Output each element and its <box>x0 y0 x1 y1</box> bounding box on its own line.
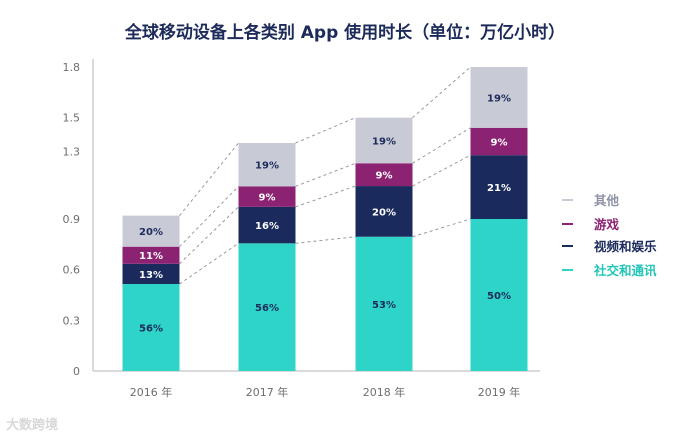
bar-segment <box>122 246 180 264</box>
x-tick-label: 2016 年 <box>130 385 173 399</box>
y-tick-label: 0 <box>73 365 80 378</box>
data-label: 19% <box>372 136 396 147</box>
connector-line <box>295 117 356 144</box>
data-label: 9% <box>259 193 276 204</box>
bar-segment <box>470 219 528 371</box>
connector-line <box>412 127 471 164</box>
chart-title: 全球移动设备上各类别 App 使用时长（单位：万亿小时） <box>124 23 566 43</box>
bar-segment <box>355 236 413 371</box>
y-tick-label: 0.3 <box>63 314 81 327</box>
legend-label: 视频和娱乐 <box>594 239 657 254</box>
x-tick-label: 2018 年 <box>363 385 406 399</box>
bar-segment <box>238 243 296 371</box>
bar-segment <box>238 186 296 207</box>
connector-line <box>412 154 471 187</box>
connector-line <box>179 206 239 265</box>
bar-segment <box>238 143 296 187</box>
connector-line <box>295 162 356 187</box>
bar-segment <box>355 163 413 187</box>
data-label: 19% <box>255 161 279 172</box>
y-tick-label: 0.6 <box>63 264 81 277</box>
y-tick-label: 1.8 <box>63 61 81 74</box>
connector-line <box>295 185 356 208</box>
data-label: 20% <box>372 207 396 218</box>
bar-segment <box>122 283 180 371</box>
legend-label: 其他 <box>594 193 620 208</box>
connector-line <box>179 185 239 248</box>
data-label: 11% <box>139 251 163 262</box>
y-tick-label: 1.5 <box>63 112 81 125</box>
bar-segment <box>122 215 180 247</box>
legend-label: 社交和通讯 <box>593 263 657 278</box>
bar-segment <box>355 186 413 237</box>
bar-segment <box>238 206 296 244</box>
y-tick-label: 1.3 <box>63 145 81 158</box>
connector-line <box>295 236 356 244</box>
bar-segment <box>470 155 528 219</box>
data-label: 50% <box>487 291 511 302</box>
x-tick-label: 2017 年 <box>246 385 289 399</box>
data-label: 56% <box>255 303 279 314</box>
bar-segment <box>122 263 180 284</box>
connector-line <box>412 66 471 119</box>
y-tick-label: 0.9 <box>63 213 81 226</box>
data-label: 19% <box>487 93 511 104</box>
bar-segment <box>470 67 528 128</box>
connector-line <box>412 218 471 238</box>
data-label: 53% <box>372 300 396 311</box>
watermark-logo: 大数跨境 <box>6 418 59 433</box>
legend-label: 游戏 <box>594 217 620 232</box>
data-label: 9% <box>376 171 393 182</box>
bar-segment <box>470 127 528 156</box>
data-label: 16% <box>255 221 279 232</box>
data-label: 13% <box>139 270 163 281</box>
data-label: 20% <box>139 227 163 238</box>
data-label: 56% <box>139 323 163 334</box>
bar-segment <box>355 117 413 164</box>
x-tick-label: 2019 年 <box>478 385 521 399</box>
connector-line <box>179 142 239 216</box>
connector-line <box>179 242 239 285</box>
data-label: 21% <box>487 183 511 194</box>
data-label: 9% <box>491 137 508 148</box>
